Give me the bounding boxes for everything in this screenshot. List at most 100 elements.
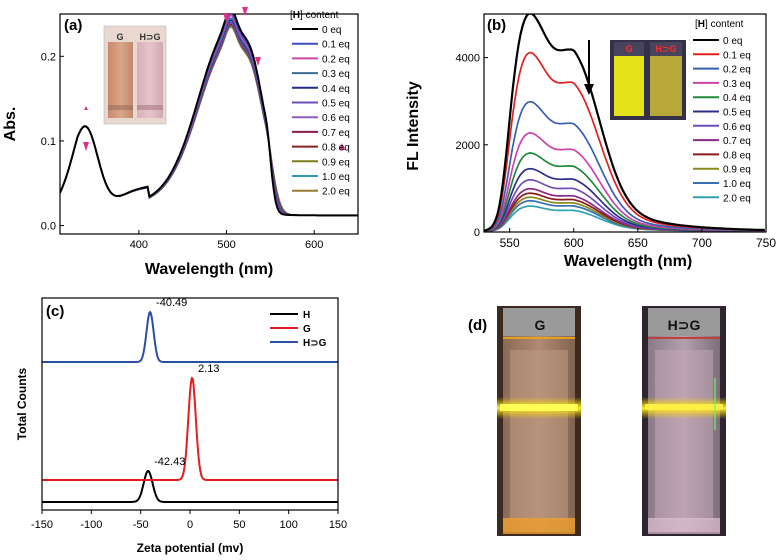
y-axis-title-c: Total Counts: [15, 367, 29, 440]
inset-label-hg-a: H⊃G: [139, 32, 160, 42]
peak-labels-c: -42.43 2.13 -40.49: [154, 297, 219, 468]
legend-entry: H: [303, 310, 310, 321]
panel-label-b: (b): [487, 17, 506, 34]
arrow-marker: [242, 7, 248, 16]
vial-label-g: G: [535, 317, 546, 333]
legend-entry: 0.3 eq: [322, 69, 350, 80]
legend-entry: 0.5 eq: [322, 99, 350, 110]
x-tick-label: 600: [305, 239, 323, 251]
legend-entry: 1.0 eq: [322, 172, 350, 183]
arrow-marker: [83, 142, 89, 151]
inset-label-g-a: G: [116, 32, 123, 42]
y-tick-label: 0.1: [41, 136, 56, 148]
legend-title-a: [H] content: [290, 10, 339, 21]
x-tick-label: 400: [130, 239, 148, 251]
legend-a: [H] content 0 eq 0.1 eq 0.2 eq 0.3 eq 0.4 eq…: [290, 10, 350, 198]
series-line: [484, 205, 765, 232]
legend-entry: 0 eq: [723, 36, 742, 47]
series-line: [42, 310, 338, 363]
series-line: [42, 376, 338, 481]
panel-a-absorbance-chart: 400 500 600 0.0 0.1 0.2 (a) Abs. Wavelength (…: [2, 7, 359, 278]
legend-c: HG H⊃G: [270, 310, 327, 349]
vial-label-hg: H⊃G: [668, 317, 701, 333]
inset-label-g-b: G: [625, 44, 632, 54]
panel-label-d: (d): [468, 317, 487, 334]
zeta-curves: [42, 310, 338, 503]
x-axis-title-c: Zeta potential (mv): [137, 541, 244, 555]
arrow-marker: [223, 13, 229, 22]
legend-entry: 0.6 eq: [322, 113, 350, 124]
legend-b: [H] content 0 eq 0.1 eq 0.2 eq 0.3 eq 0.4 eq…: [693, 19, 751, 204]
x-tick-label: 500: [217, 239, 235, 251]
x-tick-label: 600: [564, 236, 584, 250]
plot-frame-a: [59, 13, 359, 235]
legend-title-b: [H] content: [695, 19, 744, 30]
x-tick-label: -50: [133, 519, 149, 531]
series-line: [484, 199, 765, 232]
legend-entry: 0.1 eq: [723, 50, 751, 61]
panel-d-vials-photo: (d) G H⊃G: [468, 306, 726, 536]
legend-entry: 0.9 eq: [322, 157, 350, 168]
x-tick-label: 750: [756, 236, 776, 250]
panel-label-c: (c): [46, 303, 64, 320]
inset-vials-photo-b: G H⊃G: [610, 40, 686, 120]
arrow-marker: [84, 106, 88, 110]
y-tick-label: 4000: [456, 53, 480, 65]
y-tick-label: 2000: [456, 140, 480, 152]
peak-value-label: 2.13: [198, 363, 219, 375]
x-tick-label: -150: [31, 519, 53, 531]
series-line: [484, 14, 765, 232]
legend-entry: 0.4 eq: [322, 84, 350, 95]
legend-entry: 0.2 eq: [322, 54, 350, 65]
legend-entry: 0.8 eq: [723, 150, 751, 161]
x-axis-title-a: Wavelength (nm): [145, 261, 273, 278]
y-tick-label: 0: [474, 227, 480, 239]
legend-entry: 0.4 eq: [723, 93, 751, 104]
decrease-arrow-b: [584, 40, 594, 95]
fluorescence-curves: [484, 14, 765, 232]
arrow-marker: [339, 143, 345, 150]
legend-entry: 0.6 eq: [723, 122, 751, 133]
vial-photo-hg: H⊃G: [642, 306, 726, 536]
x-tick-label: 650: [628, 236, 648, 250]
x-axis-title-b: Wavelength (nm): [564, 253, 692, 270]
legend-entry: 0.9 eq: [723, 165, 751, 176]
absorbance-curves: [60, 14, 358, 217]
legend-entry: H⊃G: [303, 338, 327, 349]
legend-entry: 0.7 eq: [322, 128, 350, 139]
legend-entry: 0.7 eq: [723, 136, 751, 147]
series-line: [60, 14, 358, 217]
tick-labels-a: 400 500 600 0.0 0.1 0.2: [41, 51, 324, 251]
series-line: [42, 469, 338, 503]
x-tick-label: 700: [692, 236, 712, 250]
x-tick-label: 0: [187, 519, 193, 531]
legend-entry: 0.2 eq: [723, 65, 751, 76]
tick-labels-b: 550 600 650 700 750 0 2000 4000: [456, 53, 777, 250]
y-tick-label: 0.2: [41, 51, 56, 63]
inset-label-hg-b: H⊃G: [655, 44, 676, 54]
panel-label-a: (a): [64, 17, 82, 34]
vial-photo-g: G: [497, 306, 581, 536]
legend-entry: 2.0 eq: [322, 187, 350, 198]
x-tick-label: -100: [80, 519, 102, 531]
legend-entry: 1.0 eq: [723, 179, 751, 190]
x-tick-label: 50: [233, 519, 245, 531]
x-tick-label: 150: [329, 519, 347, 531]
x-tick-label: 100: [279, 519, 297, 531]
panel-c-zeta-potential-chart: -150 -100 -50 0 50 100 150 (c) Total Counts Ze…: [15, 297, 347, 555]
legend-entry: 2.0 eq: [723, 193, 751, 204]
legend-entry: 0.3 eq: [723, 79, 751, 90]
legend-entry: 0.5 eq: [723, 108, 751, 119]
plot-frame-b: [483, 13, 767, 233]
y-axis-title-b: FL Intensity: [405, 81, 422, 171]
tick-labels-c: -150 -100 -50 0 50 100 150: [31, 510, 347, 531]
legend-entry: 0.1 eq: [322, 40, 350, 51]
arrow-marker: [255, 57, 261, 66]
panel-b-fluorescence-chart: 550 600 650 700 750 0 2000 4000 (b) FL Intensit…: [405, 13, 776, 270]
inset-vials-photo-a: G H⊃G: [103, 25, 167, 125]
y-axis-title-a: Abs.: [2, 107, 19, 142]
y-tick-label: 0.0: [41, 221, 56, 233]
legend-entry: G: [303, 324, 311, 335]
change-arrow-markers-a: [83, 7, 345, 151]
